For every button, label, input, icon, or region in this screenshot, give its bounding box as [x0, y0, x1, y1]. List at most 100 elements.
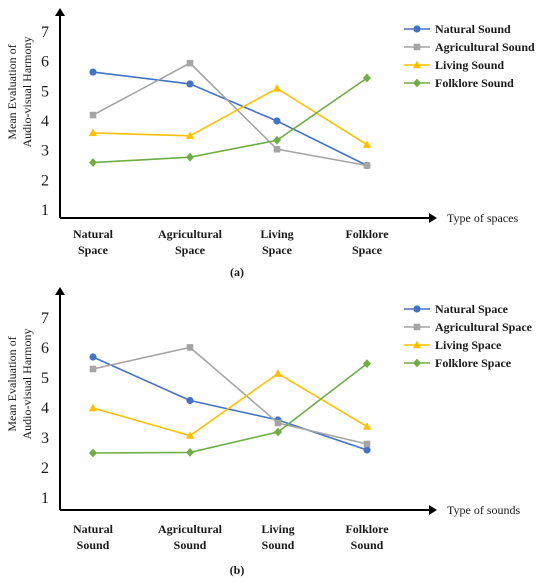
series-folklore-space [89, 359, 371, 458]
data-point [186, 80, 194, 88]
data-point [89, 158, 97, 167]
series-line [92, 346, 368, 445]
data-point [362, 422, 372, 430]
y-tick-label: 7 [41, 310, 49, 327]
data-point [186, 396, 194, 405]
series-line [92, 372, 368, 437]
data-point [89, 111, 97, 119]
series-line [92, 362, 368, 454]
category-label: Sound [351, 538, 384, 552]
y-tick-label: 6 [41, 54, 49, 71]
x-axis-arrow [429, 213, 437, 223]
y-tick-label: 2 [41, 172, 49, 189]
data-point [363, 359, 371, 368]
legend-entry: Folklore Sound [404, 76, 514, 90]
legend-entry: Natural Sound [404, 22, 511, 36]
legend-marker [413, 323, 421, 331]
legend-label: Folklore Space [435, 356, 512, 370]
y-tick-label: 4 [41, 113, 49, 130]
x-axis-arrow [429, 505, 437, 515]
legend-marker [412, 340, 422, 349]
y-tick-label: 3 [41, 430, 49, 447]
y-axis-arrow [55, 8, 65, 16]
data-point [273, 135, 281, 145]
data-point [272, 83, 282, 92]
legend-label: Natural Sound [435, 22, 511, 36]
y-tick-label: 6 [41, 340, 49, 357]
category-label: Folklore [345, 522, 389, 536]
series-line [92, 71, 368, 167]
panel-caption: (b) [230, 563, 245, 577]
series-line [92, 62, 368, 167]
data-point [186, 448, 194, 457]
data-point [185, 131, 195, 140]
data-point [273, 145, 281, 153]
data-point [88, 128, 98, 137]
legend-marker [413, 358, 421, 368]
panel-caption: (a) [230, 265, 244, 279]
data-point [273, 369, 283, 377]
data-point [89, 365, 97, 373]
legend-entry: Folklore Space [404, 356, 512, 370]
y-tick-label: 3 [41, 143, 49, 160]
data-point [89, 353, 97, 361]
category-label: Space [352, 243, 383, 257]
legend-label: Living Space [435, 338, 502, 352]
data-point [186, 344, 194, 351]
category-label: Natural [73, 227, 114, 241]
category-label: Folklore [345, 227, 389, 241]
legend-label: Natural Space [435, 302, 509, 316]
data-point [363, 440, 371, 448]
y-axis-title-line: Mean Evaluation of [5, 44, 19, 139]
legend-label: Living Sound [435, 58, 504, 72]
data-point [363, 446, 371, 454]
legend-marker [413, 25, 421, 33]
data-point [362, 140, 372, 148]
legend-label: Agricultural Sound [435, 40, 535, 54]
y-axis-title-line: Audio-visual Harmony [20, 37, 34, 148]
legend-entry: Agricultural Space [404, 320, 533, 334]
category-label: Sound [262, 538, 295, 552]
y-tick-label: 1 [41, 490, 49, 507]
y-tick-label: 5 [41, 83, 49, 100]
legend-marker [413, 43, 421, 51]
y-tick-label: 2 [41, 460, 49, 477]
series-line [92, 87, 368, 146]
y-tick-label: 7 [41, 24, 49, 41]
data-point [186, 152, 194, 162]
y-axis-arrow [55, 287, 65, 295]
category-label: Sound [77, 538, 110, 552]
series-folklore-sound [89, 73, 371, 167]
series-agricultural-space [89, 344, 371, 448]
series-living-space [88, 369, 372, 439]
category-label: Natural [73, 522, 114, 536]
category-label: Living [260, 227, 293, 241]
data-point [363, 162, 371, 169]
y-tick-label: 5 [41, 370, 49, 387]
y-axis-title: Mean Evaluation ofAudio-visual Harmony [5, 37, 34, 148]
data-point [274, 427, 282, 437]
y-axis-title-line: Audio-visual Harmony [20, 329, 34, 440]
legend-label: Folklore Sound [435, 76, 514, 90]
data-point [89, 448, 97, 458]
legend-marker [413, 78, 421, 88]
y-axis-title: Mean Evaluation ofAudio-visual Harmony [5, 329, 34, 440]
category-label: Sound [174, 538, 207, 552]
x-axis-title: Type of spaces [447, 211, 518, 225]
legend-marker [412, 60, 422, 69]
legend-entry: Agricultural Sound [404, 40, 535, 54]
category-label: Space [175, 243, 206, 257]
x-axis-title: Type of sounds [447, 503, 520, 517]
category-label: Space [262, 243, 293, 257]
legend-entry: Living Space [404, 338, 502, 352]
series-agricultural-sound [89, 59, 371, 169]
series-line [92, 356, 368, 451]
y-tick-label: 1 [41, 202, 49, 219]
series-living-sound [88, 83, 372, 148]
category-label: Agricultural [158, 522, 223, 536]
data-point [89, 68, 97, 76]
category-label: Space [78, 243, 109, 257]
data-point [274, 419, 282, 427]
y-axis-title-line: Mean Evaluation of [5, 336, 19, 431]
